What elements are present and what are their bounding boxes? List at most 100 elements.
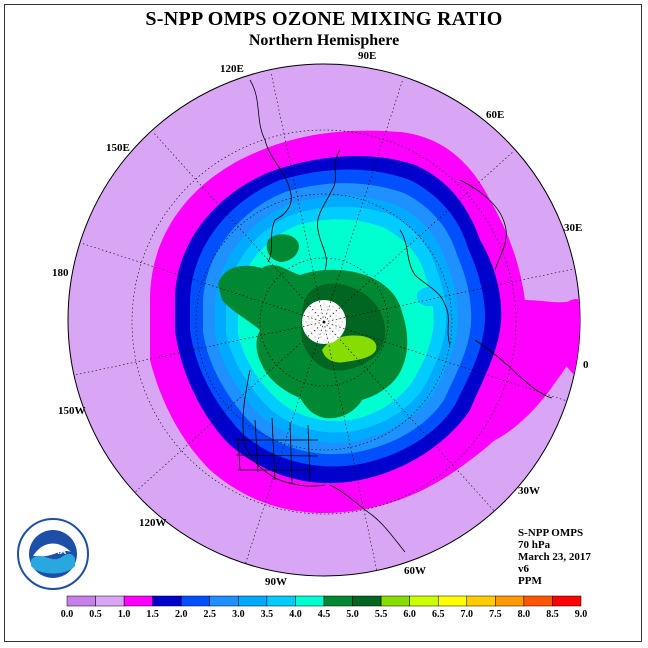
colorbar-swatch — [209, 595, 239, 607]
colorbar-tick-label: 8.5 — [546, 609, 559, 620]
pole-dot — [335, 327, 337, 329]
colorbar-swatch — [95, 595, 125, 607]
info-date: March 23, 2017 — [518, 551, 591, 563]
pole-dot — [338, 324, 340, 326]
page-title: S-NPP OMPS OZONE MIXING RATIO — [145, 8, 503, 30]
pole-dot — [332, 336, 334, 338]
pole-dot — [329, 309, 331, 311]
pole-dot — [338, 330, 340, 332]
coastlines — [235, 79, 553, 553]
pole-dot — [311, 321, 313, 323]
pole-dot — [311, 333, 313, 335]
info-satellite: S-NPP OMPS — [518, 527, 584, 539]
lon-label-120e: 120E — [220, 63, 244, 75]
colorbar-swatch — [295, 595, 325, 607]
pole-dot — [323, 333, 325, 335]
pole-dot — [308, 318, 310, 320]
colorbar-swatch — [66, 595, 96, 607]
colorbar-tick-label: 0.0 — [60, 609, 74, 620]
colorbar-tick-label: 8.0 — [517, 609, 531, 620]
pole-dot — [335, 315, 337, 317]
colorbar-swatch — [152, 595, 182, 607]
colorbar-tick-label: 7.0 — [460, 609, 474, 620]
noaa-logo-text: NOAA — [40, 546, 67, 556]
pole-dot — [320, 306, 322, 308]
colorbar-swatch — [523, 595, 553, 607]
pole-dot — [338, 318, 340, 320]
lon-label-0: 0 — [583, 359, 589, 371]
pole-dot — [317, 321, 319, 323]
lon-label-30w: 30W — [518, 485, 540, 497]
colorbar-tick-label: 5.0 — [346, 609, 359, 620]
meridian-line — [133, 321, 325, 494]
pole-dot — [323, 315, 325, 317]
colorbar-swatch — [409, 595, 439, 607]
pole-dot — [308, 312, 310, 314]
colorbar-swatch — [180, 595, 211, 607]
pole-dot — [332, 312, 334, 314]
info-block: S-NPP OMPS 70 hPa March 23, 2017 v6 PPM — [518, 527, 591, 587]
pole-dot — [323, 303, 325, 305]
lon-label-90w: 90W — [265, 576, 287, 588]
pole-dot — [335, 321, 337, 323]
meridian-line — [270, 71, 325, 323]
colorbar-swatch — [437, 595, 468, 607]
colorbar-swatch — [352, 595, 382, 607]
pole-dot — [311, 327, 313, 329]
colorbar-swatch — [495, 595, 525, 607]
pole-dot — [335, 309, 337, 311]
pole-dot — [305, 321, 307, 323]
meridian-line — [244, 321, 325, 566]
pole-dot — [329, 321, 331, 323]
pole-dot — [314, 306, 316, 308]
pole-dot — [320, 336, 322, 338]
contour-5-5 — [322, 335, 377, 363]
meridian-line — [73, 321, 325, 376]
meridian-line — [323, 150, 515, 323]
pole-dot — [314, 330, 316, 332]
pole-dot — [308, 330, 310, 332]
noaa-logo: NOAA — [17, 518, 89, 590]
colorbar-tick-label: 2.5 — [203, 609, 217, 620]
pole-dot — [311, 309, 313, 311]
pole-dot — [332, 318, 334, 320]
colorbar-tick-label: 4.5 — [317, 609, 331, 620]
colorbar-tick-label: 9.0 — [574, 609, 588, 620]
contour-1-0-edge — [555, 299, 580, 380]
meridian-line — [80, 242, 325, 323]
colorbar-tick-label: 2.0 — [174, 609, 188, 620]
pole-dot — [317, 309, 319, 311]
graticule — [131, 129, 517, 515]
pole-dot — [326, 306, 328, 308]
pole-dot — [314, 312, 316, 314]
lon-label-60e: 60E — [486, 109, 505, 121]
pole-dot — [338, 312, 340, 314]
meridian-line — [323, 321, 568, 402]
colorbar-tick-label: 3.5 — [260, 609, 274, 620]
colorbar-tick-label: 1.5 — [146, 609, 159, 620]
pole-dot — [329, 333, 331, 335]
pole-dot — [332, 306, 334, 308]
meridian-line — [323, 78, 404, 323]
lon-label-60w: 60W — [404, 565, 426, 577]
lon-label-180: 180 — [52, 267, 69, 279]
meridians — [73, 71, 575, 573]
lon-label-120w: 120W — [139, 517, 167, 529]
colorbar-tick-label: 7.5 — [489, 609, 502, 620]
colorbar — [66, 595, 582, 607]
pole-dot — [326, 330, 328, 332]
colorbar-tick-label: 3.0 — [232, 609, 245, 620]
lon-label-150w: 150W — [58, 405, 86, 417]
lon-label-150e: 150E — [106, 142, 130, 154]
meridian-line — [323, 321, 496, 513]
colorbar-swatch — [323, 595, 353, 607]
meridian-line — [152, 131, 325, 323]
colorbar-tick-label: 5.5 — [374, 609, 388, 620]
pole-dot — [314, 324, 316, 326]
colorbar-tick-label: 0.5 — [89, 609, 102, 620]
info-version: v6 — [518, 563, 529, 575]
colorbar-swatch — [552, 595, 582, 607]
contour-4-5-north — [266, 234, 299, 262]
